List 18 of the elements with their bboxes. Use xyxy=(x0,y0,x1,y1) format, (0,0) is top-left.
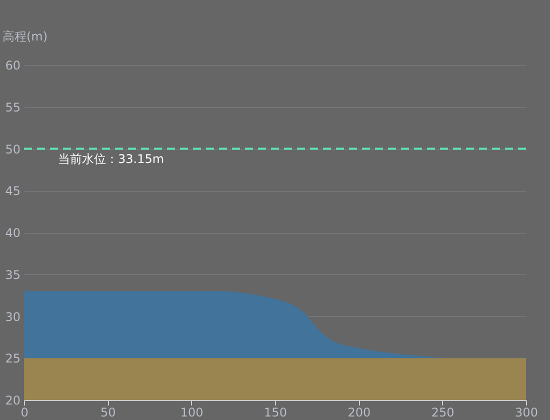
y-axis-title: 高程(m) xyxy=(2,30,48,44)
x-tick-label: 300 xyxy=(515,406,538,420)
y-tick-label: 35 xyxy=(5,268,20,282)
y-tick-label: 25 xyxy=(5,352,20,366)
y-tick-label: 30 xyxy=(5,310,20,324)
x-tick-label: 250 xyxy=(431,406,454,420)
x-tick-label: 150 xyxy=(264,406,287,420)
y-tick-label: 45 xyxy=(5,184,20,198)
y-tick-label: 55 xyxy=(5,100,20,114)
x-tick-label: 0 xyxy=(20,406,28,420)
y-tick-label: 60 xyxy=(5,58,20,72)
x-tick-label: 50 xyxy=(100,406,116,420)
y-tick-label: 20 xyxy=(5,394,20,408)
x-tick-label: 100 xyxy=(180,406,204,420)
x-tick-label: 200 xyxy=(348,406,371,420)
y-tick-label: 40 xyxy=(5,226,20,240)
ref-line-label: 当前水位：33.15m xyxy=(58,152,164,166)
y-tick-label: 50 xyxy=(5,142,20,156)
